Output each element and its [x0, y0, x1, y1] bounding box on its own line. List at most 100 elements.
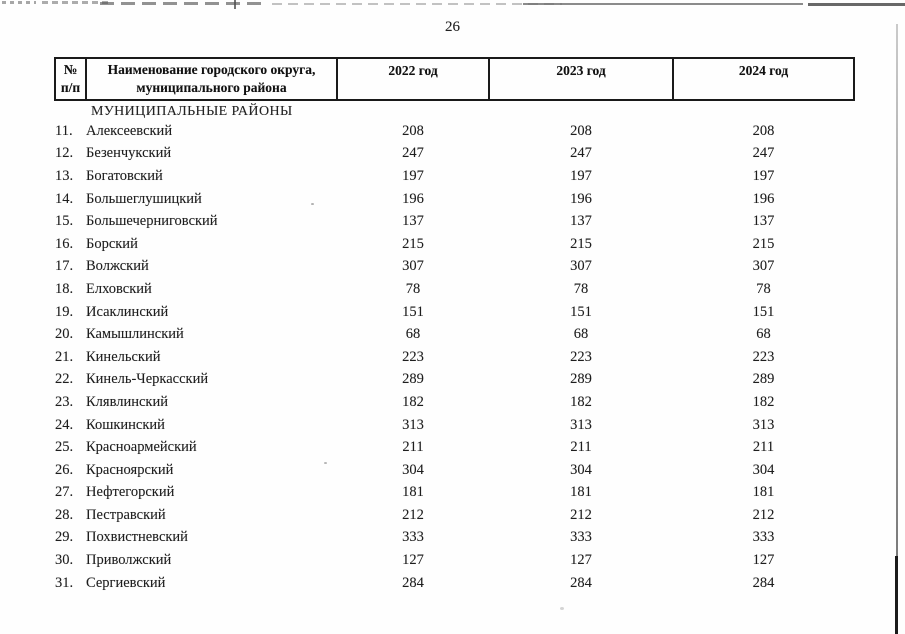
- value-2023: 208: [570, 122, 592, 139]
- row-number: 26.: [55, 461, 74, 478]
- table-row: 24. Кошкинский 313 313 313: [55, 414, 854, 437]
- district-name: Борский: [86, 235, 138, 252]
- district-name: Кинельский: [86, 348, 161, 365]
- district-name: Клявлинский: [86, 393, 168, 410]
- row-number: 12.: [55, 145, 74, 162]
- value-2023: 196: [570, 190, 592, 207]
- value-2023: 333: [570, 529, 592, 546]
- district-name: Безенчукский: [86, 145, 172, 162]
- page-number: 26: [445, 19, 460, 35]
- col-header-num-line2: п/п: [60, 79, 81, 95]
- value-2024: 247: [752, 145, 775, 162]
- value-2023: 313: [570, 416, 592, 433]
- district-name: Похвистневский: [86, 529, 188, 546]
- value-2022: 304: [402, 461, 424, 478]
- table-row: 20. Камышлинский 68 68 68: [55, 323, 854, 346]
- value-2023: 197: [570, 167, 592, 184]
- value-2024: 212: [752, 506, 775, 523]
- row-number: 13.: [55, 167, 74, 184]
- district-name: Волжский: [86, 258, 149, 275]
- district-name: Большечерниговский: [86, 213, 218, 230]
- value-2022: 289: [402, 371, 424, 388]
- value-2022: 208: [402, 122, 424, 139]
- value-2022: 181: [402, 484, 424, 501]
- district-name: Камышлинский: [86, 326, 184, 343]
- row-number: 15.: [55, 213, 74, 230]
- value-2023: 247: [570, 145, 592, 162]
- value-2022: 333: [402, 529, 424, 546]
- value-2022: 137: [402, 213, 424, 230]
- value-2022: 247: [402, 145, 424, 162]
- row-number: 31.: [55, 574, 74, 591]
- scan-artifact-right-edge-dark: [895, 556, 898, 634]
- row-number: 27.: [55, 484, 74, 501]
- value-2023: 78: [573, 280, 589, 297]
- col-header-2022: 2022 год: [336, 57, 490, 101]
- value-2024: 197: [752, 167, 775, 184]
- value-2022: 78: [405, 280, 421, 297]
- col-header-name-line1: Наименование городского округа,: [107, 62, 316, 77]
- table-row: 26. Красноярский 304 304 304: [55, 459, 854, 482]
- scan-artifact-top-left-2: [42, 1, 110, 4]
- value-2024: 208: [752, 122, 775, 139]
- district-name: Сергиевский: [86, 574, 166, 591]
- row-number: 29.: [55, 529, 74, 546]
- table-row: 23. Клявлинский 182 182 182: [55, 391, 854, 414]
- table-row: 25. Красноармейский 211 211 211: [55, 436, 854, 459]
- value-2022: 313: [402, 416, 424, 433]
- table-row: 11. Алексеевский 208 208 208: [55, 120, 854, 143]
- value-2024: 68: [756, 326, 771, 343]
- table-row: 16. Борский 215 215 215: [55, 233, 854, 256]
- col-header-name: Наименование городского округа, муниципа…: [85, 57, 338, 101]
- value-2022: 212: [402, 506, 424, 523]
- row-number: 18.: [55, 280, 74, 297]
- value-2022: 127: [402, 552, 424, 569]
- row-number: 17.: [55, 258, 74, 275]
- district-name: Елховский: [86, 280, 152, 297]
- value-2023: 151: [570, 303, 592, 320]
- section-row: МУНИЦИПАЛЬНЫЕ РАЙОНЫ: [55, 100, 854, 120]
- value-2022: 197: [402, 167, 424, 184]
- row-number: 20.: [55, 326, 74, 343]
- table-row: 27. Нефтегорский 181 181 181: [55, 482, 854, 505]
- value-2024: 78: [756, 280, 771, 297]
- value-2023: 289: [570, 371, 592, 388]
- value-2024: 211: [752, 439, 775, 456]
- value-2022: 196: [402, 190, 424, 207]
- value-2024: 304: [752, 461, 775, 478]
- district-name: Красноармейский: [86, 439, 197, 456]
- table-row: 22. Кинель-Черкасский 289 289 289: [55, 369, 854, 392]
- scan-artifact-top-line-2: [808, 3, 905, 6]
- value-2023: 284: [570, 574, 592, 591]
- scan-artifact-top-line: [523, 3, 803, 5]
- col-header-2023: 2023 год: [488, 57, 674, 101]
- value-2022: 307: [402, 258, 424, 275]
- table-row: 31. Сергиевский 284 284 284: [55, 572, 854, 595]
- row-number: 19.: [55, 303, 74, 320]
- district-name: Приволжский: [86, 552, 172, 569]
- table-row: 18. Елховский 78 78 78: [55, 278, 854, 301]
- value-2024: 196: [752, 190, 775, 207]
- value-2023: 211: [570, 439, 592, 456]
- table-row: 13. Богатовский 197 197 197: [55, 165, 854, 188]
- table-row: 19. Исаклинский 151 151 151: [55, 301, 854, 324]
- value-2024: 313: [752, 416, 775, 433]
- value-2023: 223: [570, 348, 592, 365]
- district-name: Богатовский: [86, 167, 163, 184]
- value-2024: 137: [752, 213, 775, 230]
- value-2023: 215: [570, 235, 592, 252]
- table-row: 17. Волжский 307 307 307: [55, 256, 854, 279]
- municipal-districts-table: № п/п Наименование городского округа, му…: [54, 57, 855, 594]
- table-row: 12. Безенчукский 247 247 247: [55, 143, 854, 166]
- district-name: Нефтегорский: [86, 484, 175, 501]
- value-2024: 151: [752, 303, 775, 320]
- row-number: 24.: [55, 416, 74, 433]
- value-2023: 212: [570, 506, 592, 523]
- value-2022: 215: [402, 235, 424, 252]
- scan-artifact-tick: [234, 0, 236, 9]
- value-2024: 182: [752, 393, 775, 410]
- district-name: Красноярский: [86, 461, 174, 478]
- district-name: Большеглушицкий: [86, 190, 202, 207]
- value-2024: 215: [752, 235, 775, 252]
- scan-speck: [560, 607, 564, 610]
